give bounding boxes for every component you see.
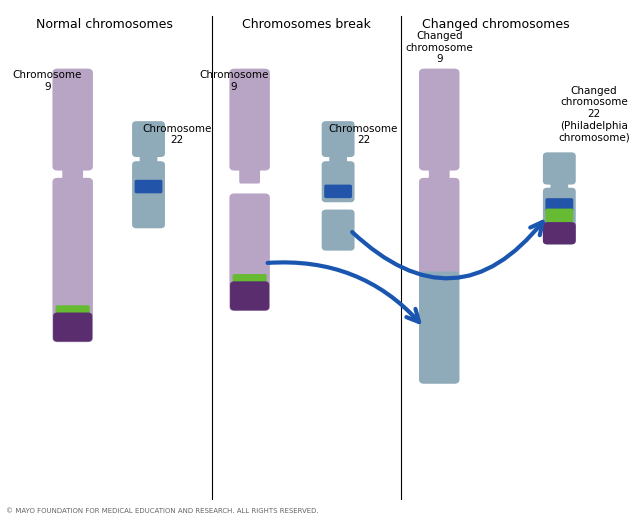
FancyBboxPatch shape	[132, 121, 165, 157]
FancyBboxPatch shape	[419, 271, 459, 384]
FancyBboxPatch shape	[135, 180, 162, 193]
FancyArrowPatch shape	[267, 263, 419, 322]
Text: © MAYO FOUNDATION FOR MEDICAL EDUCATION AND RESEARCH. ALL RIGHTS RESERVED.: © MAYO FOUNDATION FOR MEDICAL EDUCATION …	[6, 508, 319, 514]
FancyBboxPatch shape	[63, 165, 83, 184]
FancyBboxPatch shape	[429, 165, 449, 184]
FancyBboxPatch shape	[233, 274, 267, 287]
FancyBboxPatch shape	[52, 178, 93, 342]
FancyBboxPatch shape	[329, 152, 347, 166]
Text: Changed
chromosome
22
(Philadelphia
chromosome): Changed chromosome 22 (Philadelphia chro…	[558, 86, 630, 142]
Text: Chromosome
9: Chromosome 9	[199, 70, 269, 92]
FancyBboxPatch shape	[230, 281, 269, 310]
Text: Chromosome
22: Chromosome 22	[142, 124, 212, 146]
FancyBboxPatch shape	[550, 179, 568, 193]
FancyBboxPatch shape	[419, 69, 459, 171]
FancyBboxPatch shape	[229, 69, 270, 171]
FancyBboxPatch shape	[53, 313, 92, 342]
FancyBboxPatch shape	[322, 210, 355, 251]
FancyBboxPatch shape	[322, 161, 355, 202]
Text: Normal chromosomes: Normal chromosomes	[36, 18, 173, 31]
Text: Chromosomes break: Chromosomes break	[242, 18, 371, 31]
FancyBboxPatch shape	[240, 165, 260, 184]
Text: Chromosome
22: Chromosome 22	[329, 124, 398, 146]
FancyBboxPatch shape	[545, 198, 573, 212]
FancyBboxPatch shape	[545, 209, 573, 222]
Text: Chromosome
9: Chromosome 9	[13, 70, 82, 92]
Text: Changed
chromosome
9: Changed chromosome 9	[405, 31, 473, 64]
FancyBboxPatch shape	[543, 152, 576, 185]
FancyBboxPatch shape	[324, 185, 352, 198]
FancyArrowPatch shape	[352, 222, 543, 278]
FancyBboxPatch shape	[140, 152, 157, 166]
Text: Changed chromosomes: Changed chromosomes	[422, 18, 570, 31]
FancyBboxPatch shape	[543, 188, 576, 244]
FancyBboxPatch shape	[543, 222, 576, 244]
FancyBboxPatch shape	[322, 121, 355, 157]
FancyBboxPatch shape	[229, 193, 270, 311]
FancyBboxPatch shape	[56, 305, 90, 318]
FancyBboxPatch shape	[132, 161, 165, 228]
FancyBboxPatch shape	[52, 69, 93, 171]
FancyBboxPatch shape	[419, 178, 459, 280]
